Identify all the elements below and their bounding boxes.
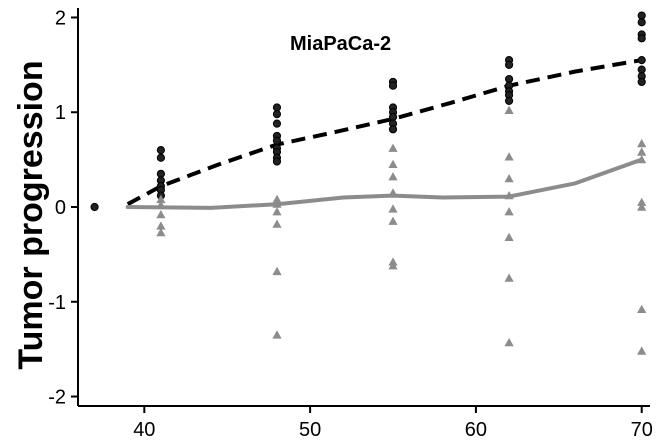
triangle-point	[388, 172, 398, 181]
triangle-point	[272, 266, 282, 276]
y-tick-label: 2	[55, 7, 66, 29]
triangle-point	[637, 138, 647, 148]
y-axis-title: Tumor progression	[12, 60, 50, 369]
circle-point	[504, 74, 514, 84]
triangle-point	[156, 228, 166, 237]
circle-point	[272, 136, 282, 145]
circle-point	[272, 110, 282, 119]
circle-point	[637, 65, 646, 74]
circle-point	[272, 103, 282, 112]
y-tick-label: 0	[55, 197, 66, 219]
y-tick-label: 1	[55, 102, 66, 124]
axes: 2 1 0 -1 -2 40 50 60 70	[48, 7, 653, 441]
triangle-point	[637, 155, 647, 164]
triangle-point	[504, 105, 514, 114]
triangle-point	[272, 199, 282, 208]
circle-point	[388, 112, 398, 122]
triangle-point	[156, 221, 166, 230]
triangle-point	[504, 207, 514, 216]
circle-point	[156, 146, 165, 155]
triangle-point	[637, 304, 647, 313]
x-tick-label: 40	[133, 419, 155, 441]
triangle-point	[504, 232, 514, 241]
triangle-point	[156, 200, 166, 209]
circle-point	[504, 60, 514, 69]
circle-point	[637, 56, 646, 65]
triangle-point	[637, 346, 647, 355]
circle-point	[504, 96, 514, 105]
triangle-point	[156, 194, 166, 204]
circle-point	[388, 81, 398, 90]
circle-point	[637, 18, 646, 27]
x-tick-label: 60	[465, 419, 487, 441]
circle-point	[156, 153, 165, 162]
triangle-point	[504, 174, 514, 183]
triangle-point	[388, 216, 398, 225]
triangle-point	[504, 337, 514, 347]
triangle-point	[637, 197, 647, 206]
trend-line-dashed	[126, 58, 643, 206]
triangle-point	[388, 261, 398, 270]
trendlines	[125, 58, 644, 210]
triangle-point	[388, 159, 398, 168]
circle-point	[90, 202, 99, 212]
circle-point	[637, 34, 646, 43]
triangle-point	[388, 143, 398, 152]
circle-point	[637, 11, 646, 20]
data-markers	[90, 11, 647, 355]
triangle-point	[388, 204, 398, 213]
triangle-point	[504, 191, 514, 200]
triangle-point	[504, 273, 514, 282]
triangle-point	[637, 147, 647, 156]
triangle-point	[156, 210, 166, 219]
y-tick-label: -2	[48, 387, 66, 409]
triangle-point	[272, 219, 282, 228]
x-tick-label: 70	[631, 419, 653, 441]
triangle-point	[272, 207, 282, 216]
chart-title: MiaPaCa-2	[290, 33, 391, 55]
y-tick-label: -1	[48, 292, 66, 314]
x-tick-label: 50	[299, 419, 321, 441]
triangle-point	[272, 330, 282, 339]
triangle-point	[637, 202, 647, 211]
circle-point	[637, 77, 646, 87]
trend-line-solid	[125, 157, 644, 210]
circle-point	[156, 169, 165, 178]
circle-point	[388, 125, 398, 134]
circle-point	[272, 119, 282, 128]
triangle-point	[504, 152, 514, 161]
circle-point	[272, 157, 282, 166]
triangle-point	[272, 194, 282, 204]
triangle-point	[388, 188, 398, 197]
